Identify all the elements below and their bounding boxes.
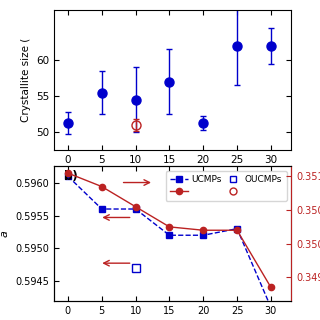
Text: b): b) xyxy=(64,171,78,183)
Y-axis label: Crystallite size (: Crystallite size ( xyxy=(21,38,31,122)
Y-axis label: a: a xyxy=(0,230,10,237)
Legend: UCMPs, , OUCMPs, : UCMPs, , OUCMPs, xyxy=(166,171,287,201)
X-axis label: Yb concentration (%): Yb concentration (%) xyxy=(118,171,228,181)
